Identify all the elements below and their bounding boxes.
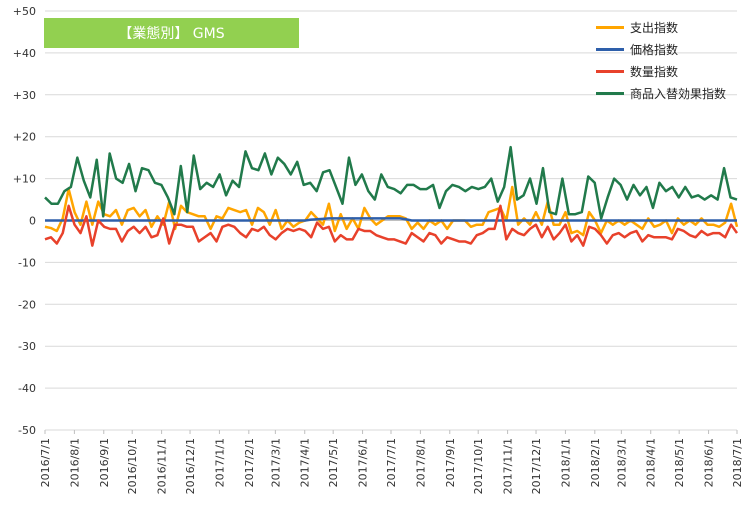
y-tick-label: +20 [13,131,36,144]
x-tick-label: 2017/1/1 [213,438,226,487]
x-tick-label: 2016/9/1 [98,438,111,487]
y-tick-label: -20 [18,298,36,311]
y-tick-label: -30 [18,340,36,353]
chart-title: 【業態別】 GMS [44,18,299,48]
series-line-spending [44,185,739,237]
legend-label-price: 価格指数 [630,42,679,57]
x-tick-label: 2016/8/1 [68,438,81,487]
x-tick-label: 2016/7/1 [39,438,52,487]
x-tick-label: 2016/12/1 [184,438,197,494]
legend-label-quantity: 数量指数 [630,64,679,79]
x-tick-label: 2018/5/1 [673,438,686,487]
y-tick-label: -10 [18,256,36,269]
x-tick-label: 2018/2/1 [589,438,602,487]
x-tick-label: 2018/7/1 [731,438,742,487]
y-tick-label: +30 [13,89,36,102]
legend-swatch-price [596,47,624,51]
x-tick-label: 2017/11/1 [502,438,515,494]
legend-swatch-mix [596,91,624,95]
x-tick-label: 2018/4/1 [645,438,658,487]
series-lines [44,145,739,247]
x-tick-label: 2018/6/1 [703,438,716,487]
legend-item-quantity: 数量指数 [596,60,736,82]
y-tick-label: -40 [18,382,36,395]
x-axis-ticks: 2016/7/1 2016/8/1 2016/9/1 2016/10/1 2016/11… [39,430,742,494]
x-tick-label: 2017/5/1 [327,438,340,487]
series-line-price [45,217,737,222]
x-tick-label: 2018/3/1 [615,438,628,487]
x-tick-label: 2017/6/1 [357,438,370,487]
series-line-quantity [44,204,739,247]
x-tick-label: 2017/4/1 [299,438,312,487]
x-tick-label: 2017/9/1 [444,438,457,487]
y-tick-label: +50 [13,5,36,18]
x-tick-label: 2017/7/1 [385,438,398,487]
y-tick-label: +10 [13,173,36,186]
legend-item-mix: 商品入替効果指数 [596,82,736,104]
legend-swatch-spending [596,25,624,29]
x-tick-label: 2017/8/1 [414,438,427,487]
y-axis-ticks: +50 +40 +30 +20 +10 0 -10 -20 -30 -40 -50 [13,5,36,437]
legend-label-spending: 支出指数 [630,20,679,35]
legend-item-price: 価格指数 [596,38,736,60]
legend-swatch-quantity [596,69,624,73]
x-tick-label: 2017/10/1 [472,438,485,494]
legend: 支出指数 価格指数 数量指数 商品入替効果指数 [596,16,736,104]
legend-item-spending: 支出指数 [596,16,736,38]
x-tick-label: 2018/1/1 [559,438,572,487]
y-tick-label: +40 [13,47,36,60]
y-tick-label: -50 [18,424,36,437]
x-tick-label: 2017/2/1 [243,438,256,487]
x-tick-label: 2016/10/1 [126,438,139,494]
x-tick-label: 2017/12/1 [530,438,543,494]
x-tick-label: 2016/11/1 [156,438,169,494]
chart-title-text: 【業態別】 GMS [118,26,225,42]
legend-label-mix: 商品入替効果指数 [630,86,727,101]
y-tick-label: 0 [29,215,36,228]
x-tick-label: 2017/3/1 [269,438,282,487]
series-line-mix [44,145,738,220]
